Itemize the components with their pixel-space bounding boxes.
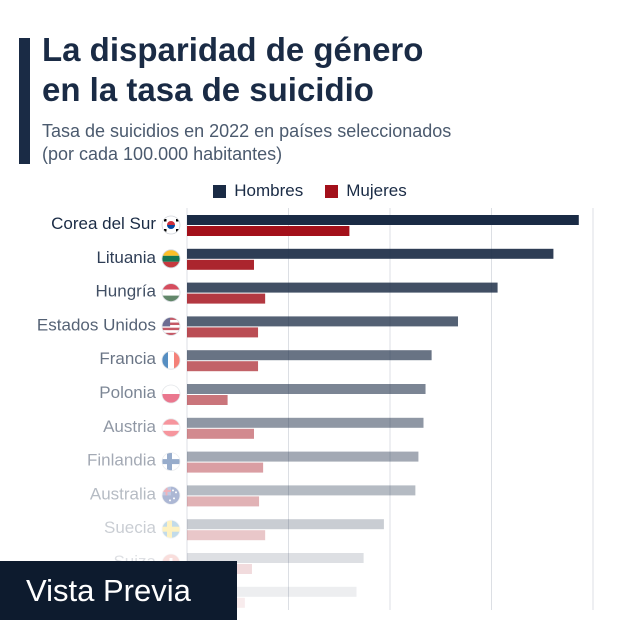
bar-mujeres xyxy=(187,496,260,507)
bar-mujeres xyxy=(187,327,259,338)
bar-hombres xyxy=(187,316,459,327)
subtitle-line-1: Tasa de suicidios en 2022 en países sele… xyxy=(42,121,452,141)
category-label: Austria xyxy=(103,417,156,436)
bar-hombres xyxy=(187,384,426,394)
bar-mujeres xyxy=(187,530,266,541)
bar-hombres xyxy=(187,248,554,259)
category-label: Australia xyxy=(90,484,157,503)
bar-mujeres xyxy=(187,259,254,270)
bar-hombres xyxy=(187,586,357,597)
flag-se-icon xyxy=(161,519,181,539)
category-label: Estados Unidos xyxy=(37,315,156,334)
bar-mujeres xyxy=(187,395,228,405)
bar-mujeres xyxy=(187,428,254,439)
flag-au-icon xyxy=(161,485,181,505)
preview-label: Vista Previa xyxy=(26,572,191,608)
legend-label-mujeres: Mujeres xyxy=(346,181,407,200)
bar-mujeres xyxy=(187,226,350,236)
legend-item-hombres: Hombres xyxy=(213,180,303,202)
bar-hombres xyxy=(187,215,579,225)
bar-hombres xyxy=(187,485,416,496)
category-label: Corea del Sur xyxy=(51,214,156,233)
flag-at-icon xyxy=(161,418,181,438)
bar-hombres xyxy=(187,451,419,462)
legend-swatch-mujeres xyxy=(325,184,339,198)
legend-label-hombres: Hombres xyxy=(234,181,304,200)
flag-hu-icon xyxy=(161,283,181,303)
bar-mujeres xyxy=(187,361,259,372)
chart-legend: Hombres Mujeres xyxy=(0,180,620,202)
flag-kr-icon xyxy=(161,215,181,235)
bar-mujeres xyxy=(187,462,264,473)
title-line-1: La disparidad de género xyxy=(42,31,424,68)
category-label: Hungría xyxy=(96,282,157,301)
category-label: Finlandia xyxy=(87,451,157,470)
bar-hombres xyxy=(187,553,364,563)
chart-title: La disparidad de género en la tasa de su… xyxy=(42,30,602,110)
title-accent-bar xyxy=(19,38,30,164)
flag-lt-icon xyxy=(161,249,181,269)
flag-fr-icon xyxy=(161,350,181,370)
category-label: Suecia xyxy=(104,518,157,537)
flag-fi-icon xyxy=(161,452,181,472)
legend-item-mujeres: Mujeres xyxy=(325,180,407,202)
chart-subtitle: Tasa de suicidios en 2022 en países sele… xyxy=(42,120,602,166)
bar-mujeres xyxy=(187,293,266,304)
preview-banner[interactable]: Vista Previa xyxy=(0,561,237,620)
flag-us-icon xyxy=(161,316,181,336)
bar-hombres xyxy=(187,282,498,293)
title-line-2: en la tasa de suicidio xyxy=(42,71,374,108)
flag-pl-icon xyxy=(161,384,181,404)
bar-hombres xyxy=(187,519,384,530)
category-label: Francia xyxy=(99,349,156,368)
bar-hombres xyxy=(187,417,424,428)
legend-swatch-hombres xyxy=(213,184,227,198)
category-label: Lituania xyxy=(96,248,156,267)
bar-hombres xyxy=(187,350,432,361)
subtitle-line-2: (por cada 100.000 habitantes) xyxy=(42,144,283,164)
category-label: Polonia xyxy=(99,383,156,402)
